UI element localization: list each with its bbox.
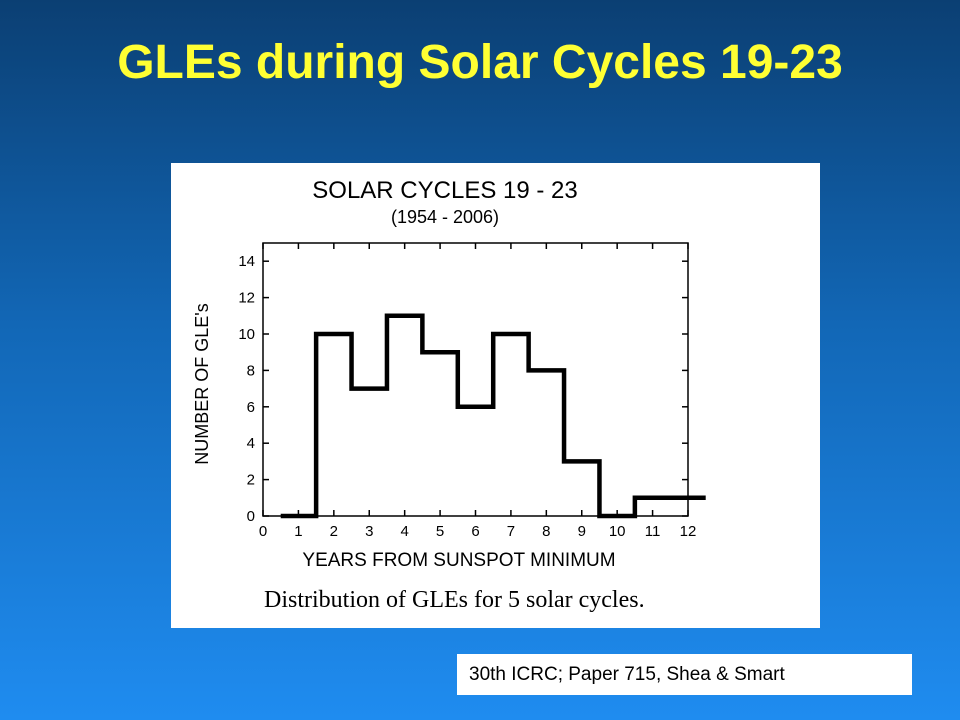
plot-frame [262, 242, 689, 517]
x-tick-label-11: 11 [645, 523, 661, 540]
y-axis-label: NUMBER OF GLE's [192, 303, 212, 464]
x-tick-label-5: 5 [436, 523, 444, 540]
y-tick-label-4: 4 [247, 435, 255, 452]
x-tick-label-10: 10 [609, 523, 626, 540]
x-tick-label-4: 4 [400, 523, 408, 540]
x-tick-label-2: 2 [330, 523, 338, 540]
chart-subtitle: (1954 - 2006) [391, 207, 499, 227]
y-tick-label-2: 2 [247, 472, 255, 489]
slide-title: GLEs during Solar Cycles 19-23 [117, 36, 843, 89]
x-axis-label: YEARS FROM SUNSPOT MINIMUM [302, 550, 615, 571]
y-tick-label-12: 12 [238, 290, 255, 307]
y-tick-label-10: 10 [238, 326, 255, 343]
y-axis-ticks: 0 2 4 6 8 10 12 14 [238, 253, 688, 525]
y-tick-label-14: 14 [238, 253, 255, 270]
y-tick-label-8: 8 [247, 362, 255, 379]
x-tick-label-6: 6 [471, 523, 479, 540]
y-tick-label-0: 0 [247, 508, 255, 525]
x-tick-label-0: 0 [259, 523, 267, 540]
figure-caption: Distribution of GLEs for 5 solar cycles. [264, 587, 645, 613]
citation-box: 30th ICRC; Paper 715, Shea & Smart [457, 654, 912, 695]
x-axis-ticks: 0 1 2 3 4 5 6 7 8 9 10 11 12 [259, 243, 697, 540]
chart-title: SOLAR CYCLES 19 - 23 [312, 177, 577, 204]
gle-count-step-line [280, 313, 706, 519]
x-tick-label-7: 7 [507, 523, 515, 540]
y-tick-label-6: 6 [247, 399, 255, 416]
x-tick-label-1: 1 [294, 523, 302, 540]
x-tick-label-3: 3 [365, 523, 373, 540]
x-tick-label-12: 12 [680, 523, 697, 540]
x-tick-label-8: 8 [542, 523, 550, 540]
x-tick-label-9: 9 [578, 523, 586, 540]
